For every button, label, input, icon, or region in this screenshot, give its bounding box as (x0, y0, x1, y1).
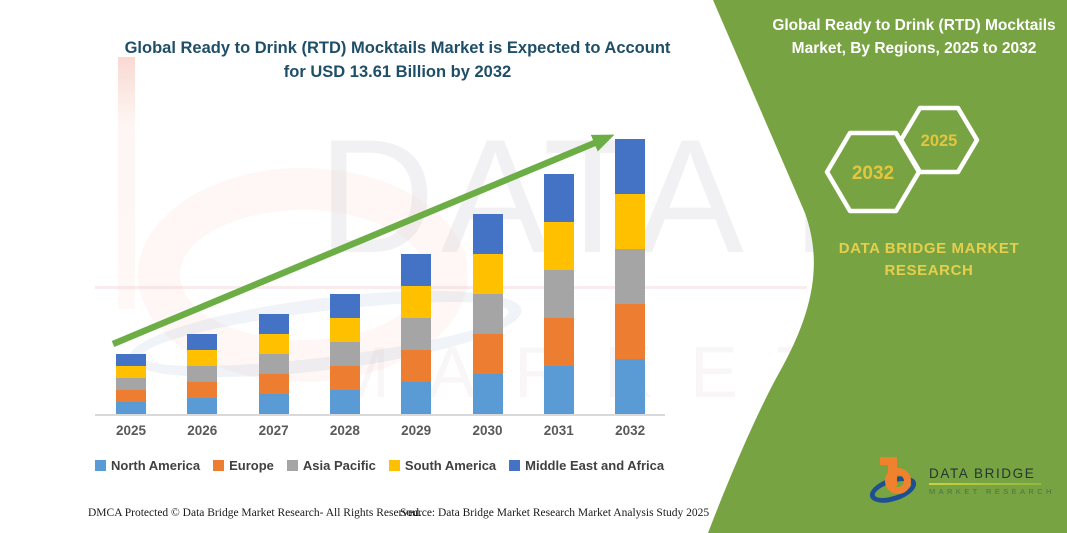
bar-segment-2030-europe (472, 334, 503, 374)
legend: North America Europe Asia Pacific South Ame… (95, 458, 664, 473)
logo-underline (929, 483, 1041, 485)
bar-segment-2031-asia-pacific (543, 270, 574, 318)
bar-segment-2028-europe (329, 366, 360, 390)
stacked-bar-2026 (187, 334, 218, 414)
bar-segment-2027-north-america (258, 394, 289, 414)
footer-dmca: DMCA Protected © Data Bridge Market Rese… (88, 507, 422, 519)
bar-segment-2030-middle-east-and-africa (472, 214, 503, 254)
bar-segment-2026-middle-east-and-africa (187, 334, 218, 350)
stacked-bar-2031 (543, 174, 574, 414)
page-title: Global Ready to Drink (RTD) Mocktails Ma… (60, 36, 735, 84)
bar-segment-2029-north-america (401, 382, 432, 414)
legend-swatch (388, 460, 400, 471)
dbmr-logo: DATA BRIDGE MARKET RESEARCH (866, 455, 1055, 509)
bar-segment-2026-asia-pacific (187, 366, 218, 382)
logo-subtext: MARKET RESEARCH (929, 487, 1055, 496)
x-axis-label-2026: 2026 (187, 423, 218, 438)
x-axis-label-2031: 2031 (543, 423, 574, 438)
x-axis-label-2030: 2030 (472, 423, 503, 438)
legend-label: Asia Pacific (302, 458, 376, 473)
x-axis-label-2025: 2025 (115, 423, 147, 438)
x-axis-label-2029: 2029 (401, 423, 432, 438)
bar-segment-2027-middle-east-and-africa (258, 314, 289, 334)
bar-segment-2025-north-america (116, 402, 146, 414)
bar-segment-2026-north-america (187, 398, 218, 414)
legend-item-south-america: South America (388, 458, 497, 473)
bar-segment-2032-middle-east-and-africa (615, 139, 646, 194)
legend-swatch (95, 460, 106, 471)
logo-hook-shape (880, 457, 891, 465)
legend-label: South America (404, 458, 497, 473)
stacked-bar-2025 (116, 354, 146, 414)
stacked-bar-2027 (258, 314, 289, 414)
legend-item-europe: Europe (213, 458, 274, 473)
bar-segment-2028-middle-east-and-africa (329, 294, 360, 318)
footer-source: Source: Data Bridge Market Research Mark… (400, 507, 710, 519)
bar-segment-2025-middle-east-and-africa (116, 354, 146, 366)
bar-segment-2027-south-america (258, 334, 289, 354)
bar-segment-2032-south-america (615, 194, 646, 249)
bar-segment-2031-europe (543, 318, 574, 366)
panel-title-line2: Market, By Regions, 2025 to 2032 (791, 40, 1037, 57)
legend-item-north-america: North America (95, 458, 200, 473)
logo-bowl-shape (885, 468, 911, 494)
panel-title-line1: Global Ready to Drink (RTD) Mocktails (772, 17, 1056, 34)
panel-title: Global Ready to Drink (RTD) Mocktails Ma… (748, 14, 1067, 60)
bar-segment-2032-north-america (615, 359, 646, 414)
x-axis-label-2028: 2028 (329, 423, 360, 438)
bar-segment-2031-middle-east-and-africa (543, 174, 574, 222)
logo-text-column: DATA BRIDGE MARKET RESEARCH (929, 455, 1055, 496)
brand-text-line1: DATA BRIDGE MARKET (838, 240, 1020, 257)
legend-label: Europe (229, 458, 274, 473)
bar-segment-2028-north-america (329, 390, 360, 414)
bar-segment-2029-south-america (401, 286, 432, 318)
stacked-bar-2029 (401, 254, 432, 414)
bar-segment-2028-south-america (329, 318, 360, 342)
bar-segment-2030-south-america (472, 254, 503, 294)
legend-item-middle-east-and-africa: Middle East and Africa (509, 458, 664, 473)
logo-b-icon (866, 455, 922, 509)
plot-area (95, 120, 665, 416)
bar-segment-2027-asia-pacific (258, 354, 289, 374)
logo-wordmark: DATA BRIDGE (929, 466, 1036, 481)
stacked-bar-2028 (329, 294, 360, 414)
bar-segment-2031-south-america (543, 222, 574, 270)
page-title-line2: for USD 13.61 Billion by 2032 (283, 63, 512, 81)
bar-segment-2029-europe (401, 350, 432, 382)
x-axis-label-2032: 2032 (615, 423, 646, 438)
bar-segment-2029-middle-east-and-africa (401, 254, 432, 286)
bar-segment-2032-europe (615, 304, 646, 359)
year-hexagons: 2032 2025 (824, 105, 980, 214)
bar-segment-2030-asia-pacific (472, 294, 503, 334)
stacked-bar-2032 (615, 139, 646, 414)
bar-segment-2025-south-america (116, 366, 146, 378)
legend-swatch (509, 460, 521, 471)
bar-segment-2030-north-america (472, 374, 503, 414)
bar-segment-2026-south-america (187, 350, 218, 366)
legend-item-asia-pacific: Asia Pacific (286, 458, 376, 473)
stacked-bar-2030 (472, 214, 503, 414)
bar-segment-2025-europe (116, 390, 146, 402)
legend-swatch (286, 460, 298, 471)
bar-segment-2026-europe (187, 382, 218, 398)
page-title-line1: Global Ready to Drink (RTD) Mocktails Ma… (124, 39, 671, 57)
green-panel-shape (708, 0, 1067, 533)
hexagon-2025 (898, 105, 980, 175)
brand-text: DATA BRIDGE MARKET RESEARCH (818, 238, 1040, 282)
x-axis-label-2027: 2027 (258, 423, 289, 438)
hexagon-2032-label: 2032 (852, 163, 894, 184)
bar-segment-2032-asia-pacific (615, 249, 646, 304)
legend-swatch (213, 460, 225, 471)
legend-label: North America (111, 458, 201, 473)
legend-label: Middle East and Africa (525, 458, 665, 473)
bar-segment-2027-europe (258, 374, 289, 394)
brand-text-line2: RESEARCH (884, 262, 974, 279)
bar-segment-2031-north-america (543, 366, 574, 414)
hexagon-2025-label: 2025 (921, 132, 958, 150)
bar-segment-2028-asia-pacific (329, 342, 360, 366)
bar-segment-2029-asia-pacific (401, 318, 432, 350)
bar-segment-2025-asia-pacific (116, 378, 146, 390)
